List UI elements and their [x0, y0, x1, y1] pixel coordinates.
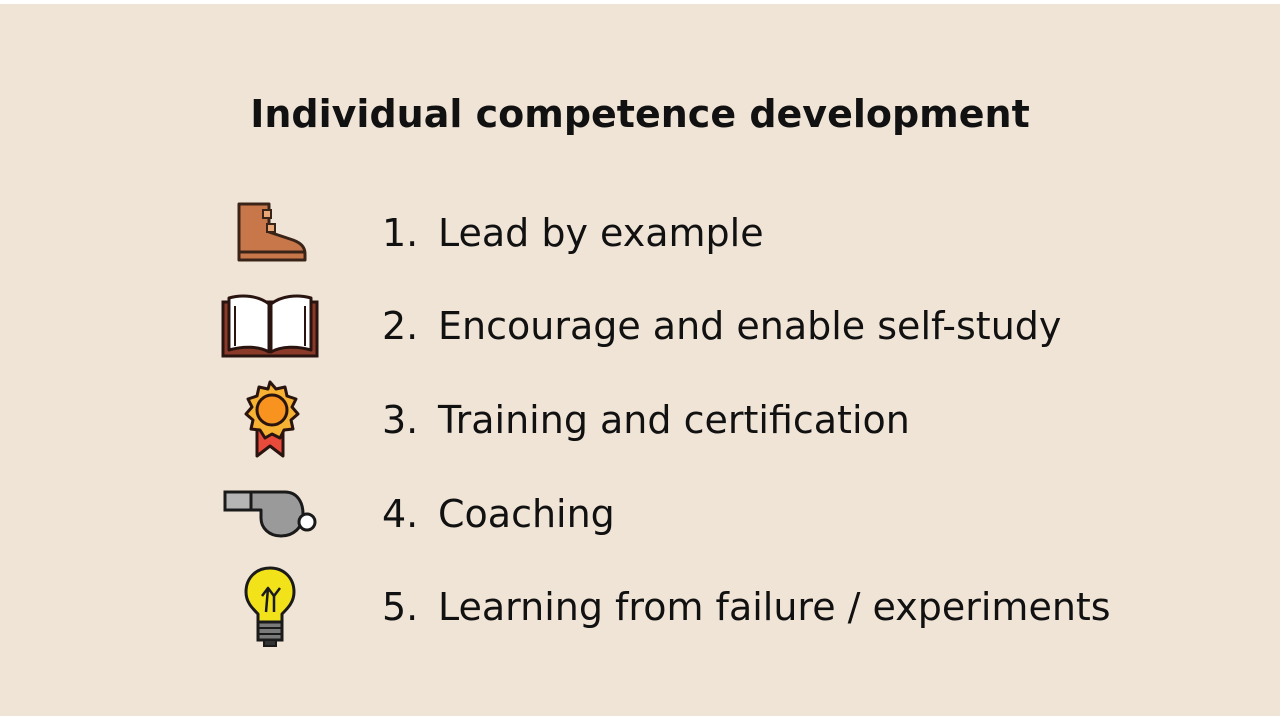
list-item: 4. Coaching — [210, 474, 1210, 554]
item-label: Encourage and enable self-study — [438, 304, 1062, 348]
item-label: Training and certification — [438, 398, 910, 442]
item-number: 4. — [382, 492, 419, 536]
list-item: 2. Encourage and enable self-study — [210, 286, 1210, 366]
list-item: 3. Training and certification — [210, 380, 1210, 460]
boot-icon — [210, 193, 330, 273]
item-number: 3. — [382, 398, 419, 442]
list-item: 1. Lead by example — [210, 193, 1210, 273]
open-book-icon — [210, 286, 330, 366]
whistle-icon — [210, 474, 330, 554]
item-label: Learning from failure / experiments — [438, 585, 1111, 629]
light-bulb-icon — [210, 566, 330, 647]
item-number: 1. — [382, 211, 419, 255]
list-item: 5. Learning from failure / experiments — [210, 566, 1210, 647]
item-number: 2. — [382, 304, 419, 348]
item-number: 5. — [382, 585, 419, 629]
award-medal-icon — [210, 380, 330, 460]
slide-title: Individual competence development — [250, 92, 1030, 136]
item-label: Coaching — [438, 492, 615, 536]
slide: Individual competence development 1. Lea… — [0, 4, 1280, 716]
item-label: Lead by example — [438, 211, 764, 255]
